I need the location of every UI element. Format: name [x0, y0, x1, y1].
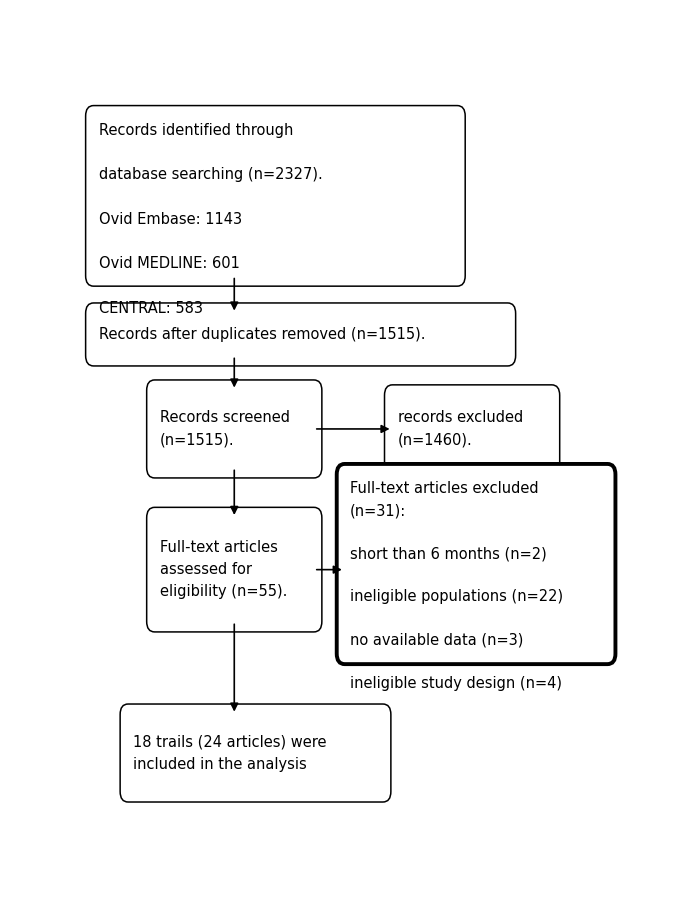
- FancyBboxPatch shape: [120, 704, 391, 802]
- FancyBboxPatch shape: [147, 507, 322, 632]
- Text: 18 trails (24 articles) were
included in the analysis: 18 trails (24 articles) were included in…: [134, 734, 327, 772]
- Text: Full-text articles
assessed for
eligibility (n=55).: Full-text articles assessed for eligibil…: [160, 540, 287, 599]
- FancyBboxPatch shape: [86, 303, 516, 366]
- Text: Full-text articles excluded
(n=31):

short than 6 months (n=2)

ineligible popul: Full-text articles excluded (n=31): shor…: [350, 482, 563, 691]
- Text: Records identified through

database searching (n=2327).

Ovid Embase: 1143

Ovi: Records identified through database sear…: [99, 123, 323, 315]
- FancyBboxPatch shape: [337, 464, 615, 664]
- FancyBboxPatch shape: [147, 380, 322, 478]
- Text: records excluded
(n=1460).: records excluded (n=1460).: [398, 410, 523, 447]
- Text: Records after duplicates removed (n=1515).: Records after duplicates removed (n=1515…: [99, 327, 425, 342]
- FancyBboxPatch shape: [86, 105, 465, 286]
- Text: Records screened
(n=1515).: Records screened (n=1515).: [160, 410, 290, 447]
- FancyBboxPatch shape: [384, 385, 560, 473]
